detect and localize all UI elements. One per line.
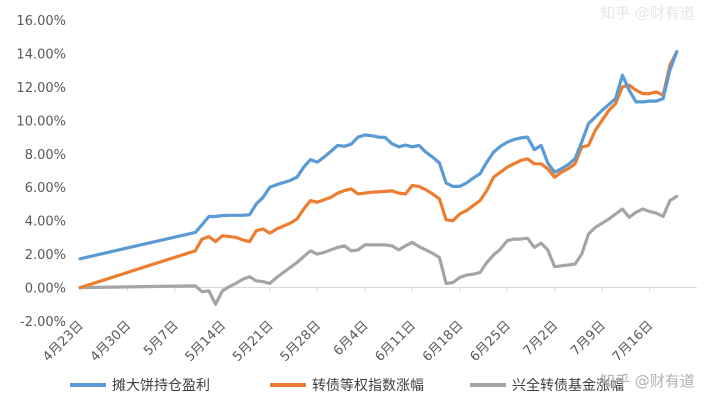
y-tick-label: 12.00% (16, 81, 66, 96)
y-tick-label: -2.00% (20, 315, 66, 330)
x-tick-label: 6月25日 (467, 318, 514, 365)
series-line-3 (78, 194, 679, 306)
watermark-bottom: 知乎 @财有道 (600, 372, 695, 390)
x-axis-tick-labels: 4月23日 4月30日 5月7日 5月14日 5月21日 5月28日 6月4日 6月11日 6月… (40, 287, 657, 365)
legend-label-1: 摊大饼持仓盈利 (112, 378, 210, 394)
y-tick-label: 2.00% (25, 248, 66, 263)
x-tick-label: 5月28日 (278, 318, 325, 365)
y-tick-label: 8.00% (25, 148, 66, 163)
series-lines (78, 50, 679, 306)
legend-label-2: 转债等权指数涨幅 (312, 377, 424, 394)
y-tick-label: 4.00% (25, 215, 66, 230)
x-tick-label: 6月18日 (420, 318, 467, 365)
legend-label-3: 兴全转债基金涨幅 (512, 377, 624, 394)
legend: 摊大饼持仓盈利 转债等权指数涨幅 兴全转债基金涨幅 (70, 377, 624, 394)
watermark-top: 知乎 @财有道 (600, 4, 695, 22)
x-tick-label: 7月9日 (568, 318, 609, 359)
y-tick-label: 6.00% (25, 181, 66, 196)
series-line-1 (78, 50, 679, 261)
y-tick-label: 16.00% (16, 14, 66, 29)
x-tick-label: 5月21日 (230, 318, 277, 365)
y-tick-label: 14.00% (16, 47, 66, 62)
x-tick-label: 4月30日 (88, 318, 135, 365)
x-tick-label: 7月2日 (521, 318, 562, 359)
x-tick-label: 6月4日 (331, 318, 372, 359)
series-line-2 (78, 50, 679, 290)
x-tick-label: 5月14日 (183, 318, 230, 365)
x-tick-label: 6月11日 (373, 318, 420, 365)
y-axis-tick-labels: -2.00% 0.00% 2.00% 4.00% 6.00% 8.00% 10.00% 12.… (16, 14, 66, 330)
y-tick-label: 10.00% (16, 114, 66, 129)
x-tick-label: 7月16日 (610, 318, 657, 365)
y-tick-label: 0.00% (25, 282, 66, 297)
x-tick-label: 5月7日 (141, 318, 182, 359)
